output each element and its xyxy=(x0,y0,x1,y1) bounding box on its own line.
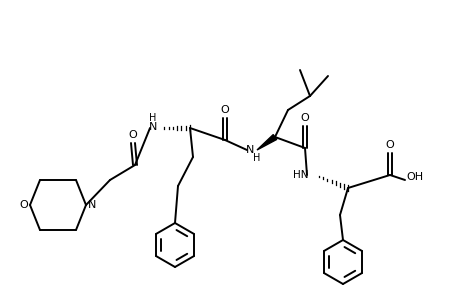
Text: N: N xyxy=(88,200,96,210)
Text: H: H xyxy=(149,113,157,123)
Text: HN: HN xyxy=(292,170,308,180)
Text: OH: OH xyxy=(407,172,424,182)
Text: O: O xyxy=(385,140,394,150)
Text: O: O xyxy=(20,200,29,210)
Text: N: N xyxy=(246,145,254,155)
Text: H: H xyxy=(253,153,260,163)
Polygon shape xyxy=(257,135,277,150)
Text: N: N xyxy=(149,122,157,132)
Text: O: O xyxy=(301,113,309,123)
Text: O: O xyxy=(129,130,137,140)
Text: O: O xyxy=(221,105,230,115)
